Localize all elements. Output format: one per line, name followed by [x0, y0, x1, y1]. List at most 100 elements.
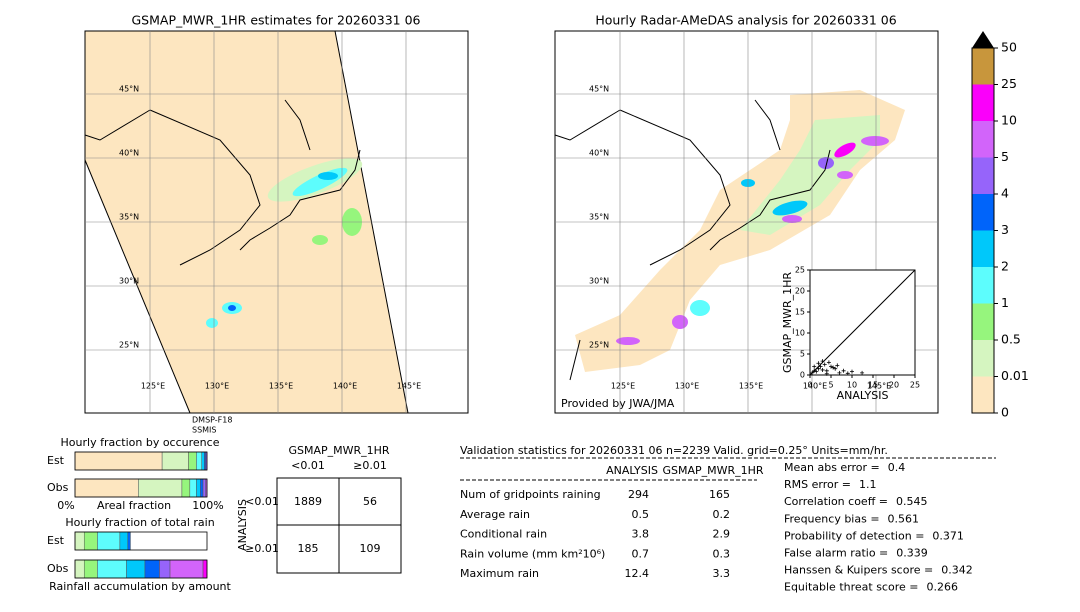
stat-value: 0.2 [713, 508, 731, 521]
fraction-segment [119, 531, 129, 551]
bar-frame [74, 451, 208, 471]
x-label: 0% [57, 499, 74, 512]
rain-area [861, 136, 889, 146]
lon-label: 140°E [803, 382, 827, 391]
cell: 185 [298, 542, 319, 555]
lat-label: 45°N [589, 85, 609, 94]
fraction-segment [159, 559, 171, 579]
lat-label: 30°N [589, 277, 609, 286]
lon-label: 135°E [269, 382, 293, 391]
map-title: Hourly Radar-AMeDAS analysis for 2026033… [595, 13, 896, 28]
fraction-segment [200, 478, 204, 498]
lat-label: 35°N [589, 213, 609, 222]
x-tick-label: 10 [847, 381, 857, 390]
stat-value: 3.3 [713, 567, 731, 580]
x-label: Areal fraction [97, 499, 171, 512]
lon-label: 130°E [675, 382, 699, 391]
colorbar-segment [972, 303, 994, 340]
rain-area [312, 235, 328, 245]
x-tick-label: 0 [807, 381, 812, 390]
x-axis-label: ANALYSIS [837, 389, 889, 402]
colorbar-label: 0.5 [1001, 332, 1021, 347]
fraction-segment [74, 531, 85, 551]
rain-area [837, 171, 853, 179]
rain-area [672, 315, 688, 329]
stat-label: Rain volume (mm km²10⁶) [460, 547, 605, 560]
stat-value: 3.8 [632, 528, 650, 541]
score-value: 1.1 [859, 478, 877, 491]
cell: 56 [363, 495, 377, 508]
fraction-segment [202, 559, 208, 579]
colorbar-segment [972, 157, 994, 194]
cell: 1889 [294, 495, 322, 508]
stat-label: Average rain [460, 508, 530, 521]
column-label: ANALYSIS [606, 464, 658, 477]
point [833, 366, 838, 371]
colorbar-segment [972, 376, 994, 413]
y-tick-label: 20 [795, 287, 805, 296]
panel-title: Hourly fraction of total rain [65, 516, 214, 529]
point [860, 370, 865, 375]
fraction-segment [83, 531, 98, 551]
stat-value: 0.5 [632, 508, 650, 521]
lat-label: 40°N [119, 149, 139, 158]
colorbar-segment [972, 267, 994, 304]
score-value: 0.342 [941, 564, 973, 577]
rain-area [690, 300, 710, 316]
bar-frame [74, 478, 208, 498]
point [831, 365, 836, 370]
colorbar-label: 3 [1001, 222, 1009, 237]
fraction-segment [126, 559, 146, 579]
y-axis-label: GSMAP_MWR_1HR [781, 272, 794, 373]
bar-frame [74, 559, 208, 579]
colorbar-label: 5 [1001, 149, 1009, 164]
colorbar-label: 4 [1001, 186, 1009, 201]
stat-label: Num of gridpoints raining [460, 488, 601, 501]
table-title: GSMAP_MWR_1HR [288, 444, 389, 457]
row-label: <0.01 [245, 495, 279, 508]
lon-label: 140°E [333, 382, 357, 391]
point [837, 370, 842, 375]
point [822, 362, 827, 367]
row-label: Est [47, 534, 65, 547]
lat-label: 45°N [119, 85, 139, 94]
score-value: 0.339 [896, 547, 928, 560]
fraction-segment [181, 478, 191, 498]
validation-title: Validation statistics for 20260331 06 n=… [460, 444, 888, 457]
rain-area [228, 305, 236, 311]
y-tick-label: 5 [800, 350, 805, 359]
point [820, 359, 825, 364]
row-label: Obs [47, 562, 69, 575]
stat-value: 12.4 [625, 567, 650, 580]
lat-label: 35°N [119, 213, 139, 222]
score-label: Equitable threat score = [784, 581, 918, 594]
x-label: 100% [192, 499, 223, 512]
score-value: 0.561 [888, 512, 920, 525]
column-label: ≥0.01 [353, 459, 387, 472]
satellite-label: SSMIS [192, 426, 217, 435]
point [829, 364, 833, 369]
fraction-segment [97, 531, 121, 551]
lat-label: 25°N [589, 341, 609, 350]
point [812, 368, 817, 373]
rain-area [206, 318, 218, 328]
y-tick-label: 10 [795, 329, 805, 338]
rain-area [616, 337, 640, 345]
lat-label: 40°N [589, 149, 609, 158]
colorbar-segment [972, 121, 994, 158]
coastline [554, 99, 831, 381]
fraction-segment [196, 478, 201, 498]
map-1: GSMAP_MWR_1HR estimates for 20260331 06 … [84, 13, 469, 435]
lon-label: 135°E [739, 382, 763, 391]
point [835, 363, 840, 368]
score-label: Correlation coeff = [784, 495, 888, 508]
rain-area [834, 142, 856, 158]
fraction-segment [138, 478, 183, 498]
colorbar-segment [972, 48, 994, 85]
row-label: Obs [47, 481, 69, 494]
colorbar-label: 1 [1001, 295, 1009, 310]
colorbar-label: 2 [1001, 259, 1009, 274]
stat-value: 2.9 [713, 528, 731, 541]
point [816, 361, 821, 366]
